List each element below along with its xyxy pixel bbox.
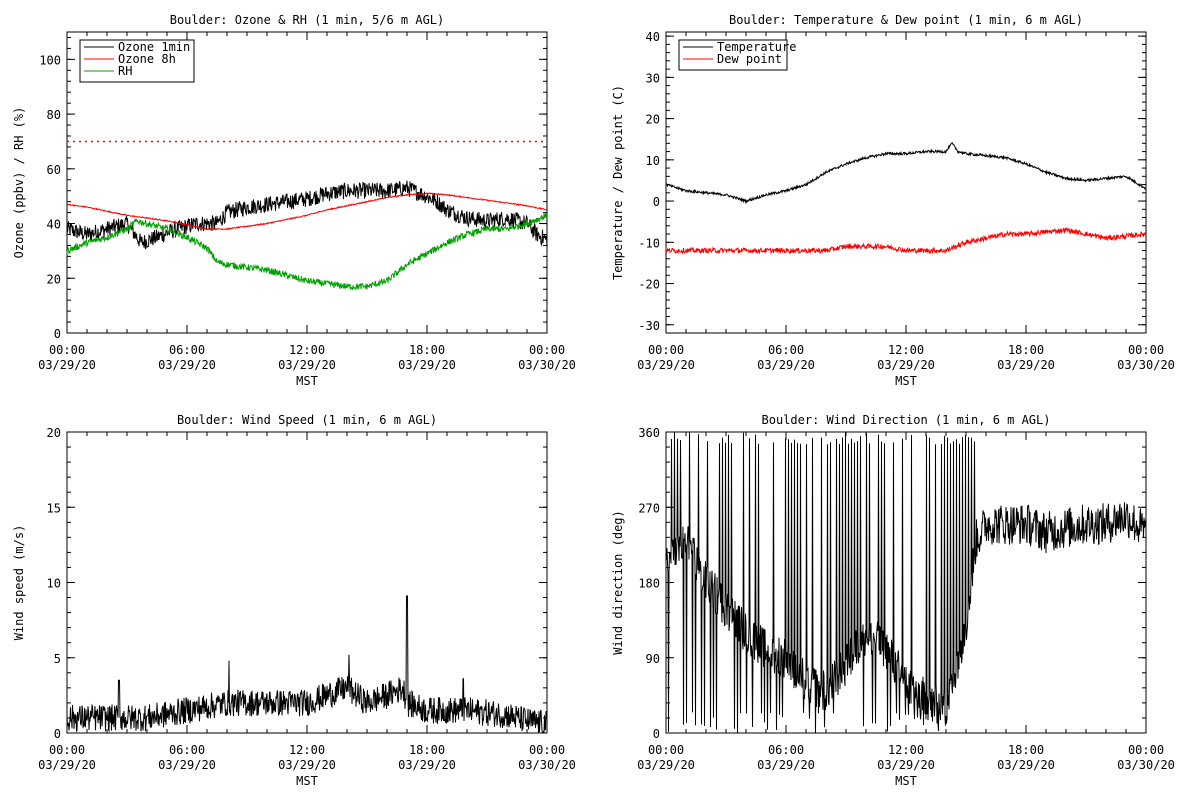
x-tick-date: 03/29/20 bbox=[278, 358, 336, 372]
y-tick-label: 90 bbox=[646, 652, 660, 666]
x-axis-label: MST bbox=[895, 774, 917, 788]
chart-title: Boulder: Wind Direction (1 min, 6 m AGL) bbox=[762, 413, 1051, 427]
x-tick-time: 00:00 bbox=[529, 743, 565, 757]
y-tick-label: -10 bbox=[638, 236, 660, 250]
x-tick-date: 03/30/20 bbox=[518, 358, 576, 372]
x-tick-date: 03/29/20 bbox=[757, 358, 815, 372]
y-tick-label: 15 bbox=[47, 501, 61, 515]
y-tick-label: 20 bbox=[646, 113, 660, 127]
x-tick-date: 03/29/20 bbox=[38, 758, 96, 772]
chart-panel-3: Boulder: Wind Speed (1 min, 6 m AGL) 0 5 10… bbox=[12, 413, 576, 788]
x-tick-date: 03/30/20 bbox=[1117, 358, 1175, 372]
x-tick-date: 03/29/20 bbox=[877, 358, 935, 372]
series-line-series bbox=[66, 595, 548, 734]
x-tick-time: 18:00 bbox=[1008, 343, 1044, 357]
series-line-ozone-8h bbox=[66, 192, 548, 231]
x-tick-time: 00:00 bbox=[1128, 343, 1164, 357]
y-tick-label: 0 bbox=[54, 727, 61, 741]
x-tick-time: 18:00 bbox=[409, 743, 445, 757]
x-tick-time: 00:00 bbox=[648, 743, 684, 757]
x-tick-time: 12:00 bbox=[888, 343, 924, 357]
y-tick-label: 30 bbox=[646, 71, 660, 85]
x-tick-date: 03/30/20 bbox=[1117, 758, 1175, 772]
x-tick-time: 18:00 bbox=[1008, 743, 1044, 757]
legend-label: RH bbox=[118, 64, 132, 78]
plot-frame bbox=[66, 431, 548, 734]
legend-label: Dew point bbox=[717, 52, 782, 66]
x-tick-date: 03/29/20 bbox=[38, 358, 96, 372]
chart-title: Boulder: Temperature & Dew point (1 min,… bbox=[729, 13, 1083, 27]
x-tick-date: 03/29/20 bbox=[158, 358, 216, 372]
chart-panel-1: Boulder: Ozone & RH (1 min, 5/6 m AGL) 0 2… bbox=[12, 13, 576, 388]
y-axis-label: Temperature / Dew point (C) bbox=[611, 85, 625, 280]
series-line-temperature bbox=[665, 142, 1147, 204]
y-tick-label: 40 bbox=[47, 218, 61, 232]
x-tick-time: 12:00 bbox=[289, 743, 325, 757]
x-axis-label: MST bbox=[296, 774, 318, 788]
x-tick-date: 03/29/20 bbox=[637, 358, 695, 372]
series-line-series bbox=[665, 432, 1147, 733]
y-tick-label: 180 bbox=[638, 577, 660, 591]
y-tick-label: 270 bbox=[638, 501, 660, 515]
x-tick-date: 03/29/20 bbox=[637, 758, 695, 772]
chart-panel-2: Boulder: Temperature & Dew point (1 min,… bbox=[611, 13, 1175, 388]
series-line-rh bbox=[66, 212, 548, 292]
x-tick-date: 03/29/20 bbox=[757, 758, 815, 772]
x-tick-date: 03/30/20 bbox=[518, 758, 576, 772]
x-axis-label: MST bbox=[895, 374, 917, 388]
x-tick-time: 00:00 bbox=[49, 743, 85, 757]
x-tick-time: 18:00 bbox=[409, 343, 445, 357]
x-tick-date: 03/29/20 bbox=[398, 758, 456, 772]
y-tick-label: -30 bbox=[638, 319, 660, 333]
x-tick-time: 06:00 bbox=[169, 743, 205, 757]
series-line-ozone-1min bbox=[66, 180, 548, 250]
chart-title: Boulder: Ozone & RH (1 min, 5/6 m AGL) bbox=[170, 13, 445, 27]
x-tick-date: 03/29/20 bbox=[398, 358, 456, 372]
legend-label: Ozone 1min bbox=[118, 40, 190, 54]
y-tick-label: 10 bbox=[47, 577, 61, 591]
x-tick-time: 06:00 bbox=[768, 743, 804, 757]
chart-panel-4: Boulder: Wind Direction (1 min, 6 m AGL)… bbox=[611, 413, 1175, 788]
y-axis-label: Ozone (ppbv) / RH (%) bbox=[12, 107, 26, 259]
y-tick-label: 0 bbox=[653, 727, 660, 741]
x-tick-time: 00:00 bbox=[648, 343, 684, 357]
x-tick-time: 06:00 bbox=[768, 343, 804, 357]
y-tick-label: 20 bbox=[47, 272, 61, 286]
y-tick-label: 5 bbox=[54, 652, 61, 666]
x-tick-time: 06:00 bbox=[169, 343, 205, 357]
y-axis-label: Wind speed (m/s) bbox=[12, 525, 26, 641]
x-tick-date: 03/29/20 bbox=[877, 758, 935, 772]
y-tick-label: 10 bbox=[646, 154, 660, 168]
x-tick-date: 03/29/20 bbox=[997, 758, 1055, 772]
x-tick-time: 00:00 bbox=[1128, 743, 1164, 757]
legend-box bbox=[678, 39, 788, 71]
x-tick-time: 12:00 bbox=[289, 343, 325, 357]
y-tick-label: 100 bbox=[39, 53, 61, 67]
y-tick-label: 40 bbox=[646, 30, 660, 44]
y-axis-label: Wind direction (deg) bbox=[611, 510, 625, 655]
y-tick-label: 0 bbox=[54, 327, 61, 341]
x-tick-date: 03/29/20 bbox=[997, 358, 1055, 372]
y-tick-label: 80 bbox=[47, 108, 61, 122]
y-tick-label: 0 bbox=[653, 195, 660, 209]
chart-title: Boulder: Wind Speed (1 min, 6 m AGL) bbox=[177, 413, 437, 427]
y-tick-label: 360 bbox=[638, 426, 660, 440]
x-tick-date: 03/29/20 bbox=[158, 758, 216, 772]
legend-label: Temperature bbox=[717, 40, 796, 54]
y-tick-label: -20 bbox=[638, 278, 660, 292]
x-axis-label: MST bbox=[296, 374, 318, 388]
legend-label: Ozone 8h bbox=[118, 52, 176, 66]
x-tick-time: 12:00 bbox=[888, 743, 924, 757]
x-tick-time: 00:00 bbox=[529, 343, 565, 357]
x-tick-time: 00:00 bbox=[49, 343, 85, 357]
y-tick-label: 20 bbox=[47, 426, 61, 440]
x-tick-date: 03/29/20 bbox=[278, 758, 336, 772]
y-tick-label: 60 bbox=[47, 163, 61, 177]
plot-frame bbox=[665, 31, 1147, 334]
series-line-dew-point bbox=[665, 226, 1147, 255]
